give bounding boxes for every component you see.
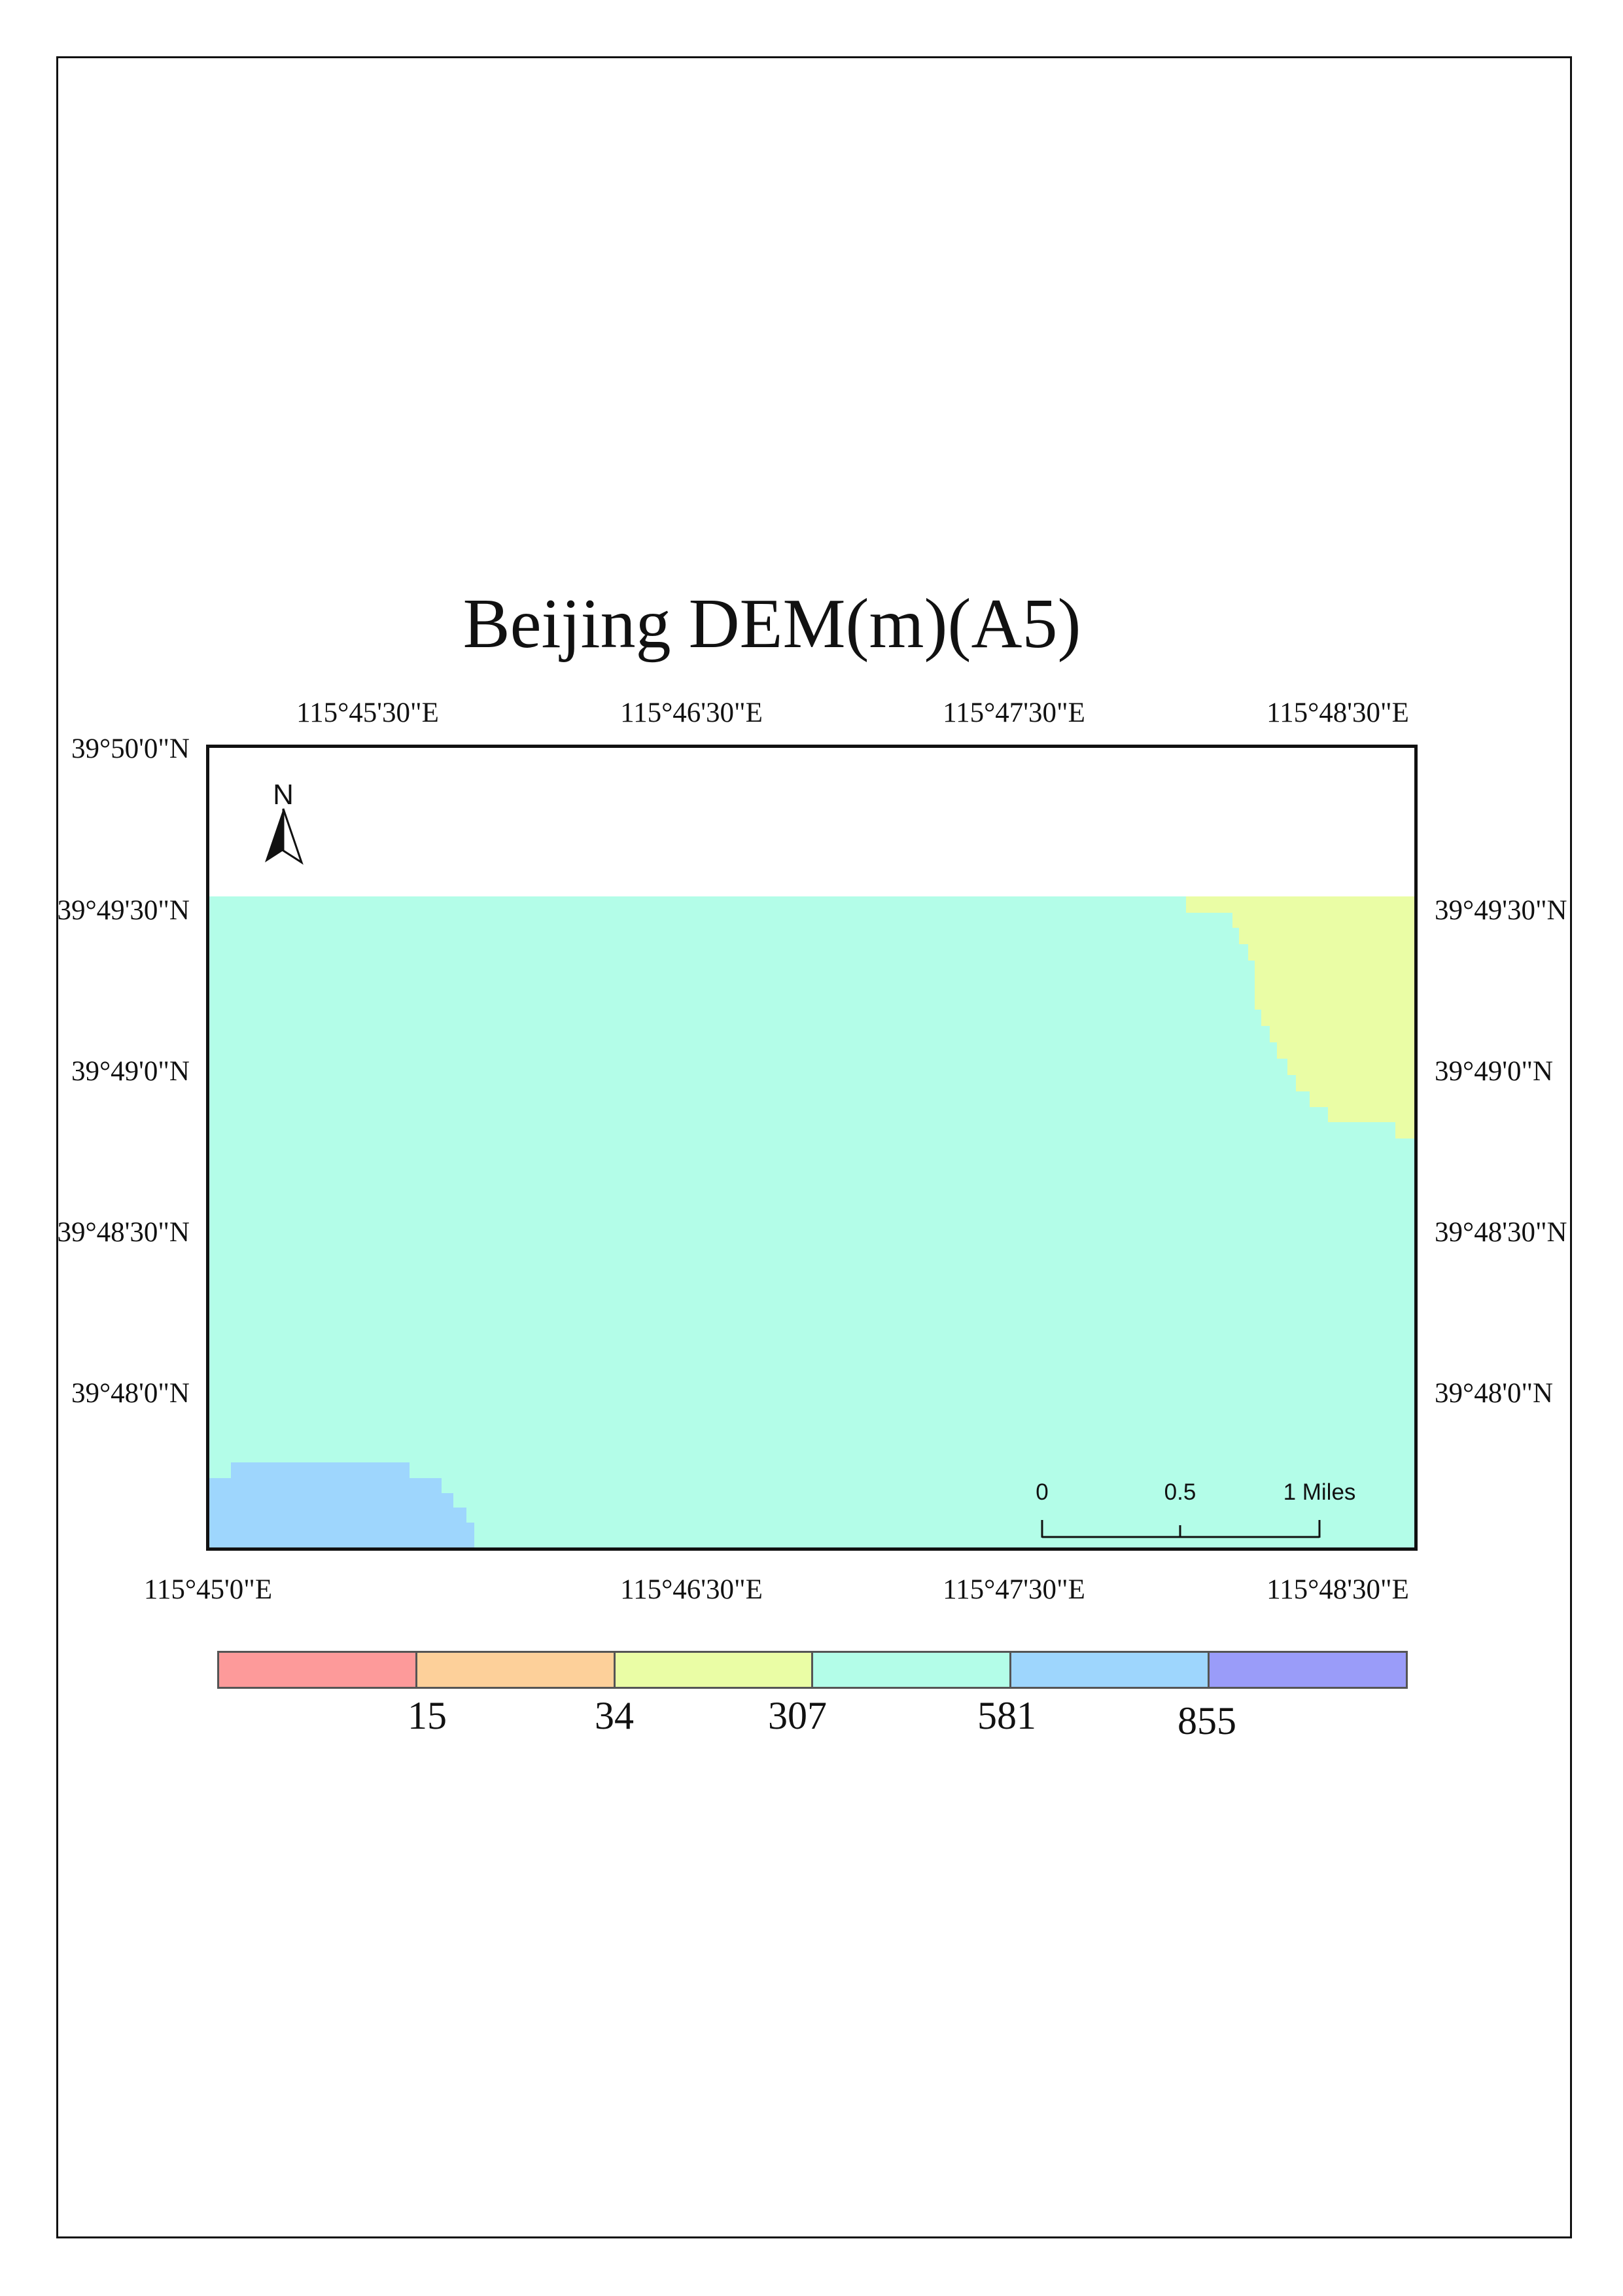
legend-swatch bbox=[1011, 1653, 1210, 1687]
top-longitude-label: 115°47'30"E bbox=[943, 698, 1085, 728]
scale-bar-line bbox=[1041, 1520, 1321, 1538]
scale-label-end: 1 Miles bbox=[1283, 1479, 1356, 1505]
right-latitude-label: 39°49'30"N bbox=[1435, 895, 1567, 926]
legend-swatch bbox=[1210, 1653, 1406, 1687]
top-longitude-label: 115°48'30"E bbox=[1266, 698, 1409, 728]
left-latitude-label: 39°49'30"N bbox=[57, 895, 190, 926]
left-latitude-label: 39°48'0"N bbox=[71, 1378, 190, 1409]
left-latitude-label: 39°49'0"N bbox=[71, 1056, 190, 1087]
north-arrow: N bbox=[260, 779, 319, 865]
left-latitude-label: 39°50'0"N bbox=[71, 733, 190, 764]
legend-swatch bbox=[813, 1653, 1012, 1687]
legend-break-label: 15 bbox=[408, 1694, 447, 1737]
right-latitude-label: 39°49'0"N bbox=[1435, 1056, 1554, 1087]
map-frame: N 0 0.5 1 Miles bbox=[206, 745, 1418, 1551]
legend-break-label: 34 bbox=[595, 1694, 634, 1737]
right-latitude-label: 39°48'30"N bbox=[1435, 1217, 1567, 1248]
legend-break-label: 855 bbox=[1178, 1699, 1236, 1742]
dem-raster bbox=[209, 748, 1414, 1547]
left-latitude-label: 39°48'30"N bbox=[57, 1217, 190, 1248]
north-arrow-icon bbox=[265, 808, 304, 865]
scale-label-0: 0 bbox=[1036, 1479, 1049, 1505]
legend-break-label: 581 bbox=[977, 1694, 1036, 1737]
dem-northeast-zone bbox=[1183, 896, 1414, 1139]
dem-southwest-zone bbox=[209, 1462, 474, 1547]
legend-swatch bbox=[615, 1653, 814, 1687]
scale-bar: 0 0.5 1 Miles bbox=[1036, 1479, 1380, 1545]
bottom-longitude-label: 115°45'0"E bbox=[143, 1574, 273, 1605]
page-frame bbox=[56, 56, 1572, 2238]
top-longitude-label: 115°45'30"E bbox=[296, 698, 439, 728]
legend-colorbar bbox=[217, 1651, 1408, 1689]
bottom-longitude-label: 115°48'30"E bbox=[1266, 1574, 1409, 1605]
bottom-longitude-label: 115°47'30"E bbox=[943, 1574, 1085, 1605]
map-title: Beijing DEM(m)(A5) bbox=[462, 585, 1081, 663]
top-longitude-label: 115°46'30"E bbox=[620, 698, 763, 728]
legend-swatch bbox=[219, 1653, 417, 1687]
legend-swatch bbox=[417, 1653, 616, 1687]
legend-break-label: 307 bbox=[768, 1694, 827, 1737]
scale-label-half: 0.5 bbox=[1164, 1479, 1196, 1505]
right-latitude-label: 39°48'0"N bbox=[1435, 1378, 1554, 1409]
north-label: N bbox=[273, 779, 294, 811]
dem-main-zone bbox=[209, 896, 1414, 1547]
bottom-longitude-label: 115°46'30"E bbox=[620, 1574, 763, 1605]
